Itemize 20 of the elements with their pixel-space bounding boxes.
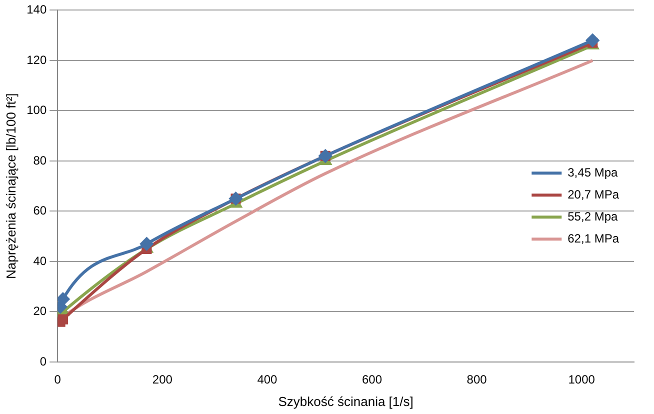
y-axis-title: Naprężenia ścinające [lb/100 ft²] [3,93,18,279]
x-tick-label: 1000 [568,372,596,387]
y-tick-label: 120 [26,52,47,67]
x-tick-label: 0 [54,372,62,387]
y-tick-label: 40 [33,254,47,268]
y-tick-label: 100 [26,103,47,118]
legend-label: 62,1 MPa [568,231,620,246]
legend-label: 55,2 Mpa [568,209,618,224]
y-tick-label: 60 [33,204,47,218]
y-tick-label: 20 [33,304,47,318]
x-tick-label: 200 [152,372,173,387]
legend-label: 20,7 MPa [568,187,620,202]
x-tick-label: 400 [257,372,278,387]
y-tick-label: 0 [40,354,47,368]
x-tick-label: 800 [466,372,488,387]
x-axis-title: Szybkość ścinania [1/s] [278,394,414,409]
y-tick-label: 140 [26,2,47,17]
y-tick-label: 80 [33,153,47,168]
legend-label: 3,45 Mpa [568,165,618,180]
x-tick-label: 600 [362,372,382,387]
